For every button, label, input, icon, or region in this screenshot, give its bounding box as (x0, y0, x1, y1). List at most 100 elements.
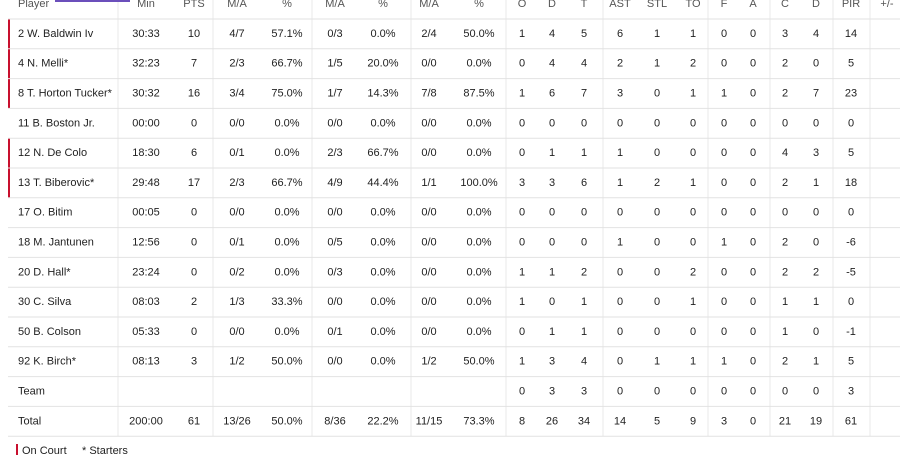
stat-cell: 0 (617, 356, 623, 368)
stat-cell: 5 (848, 356, 854, 368)
stat-cell: 0.0% (466, 266, 491, 278)
stat-cell: 200:00 (129, 415, 163, 427)
stat-cell: 3 (721, 415, 727, 427)
column-header: D (812, 0, 820, 10)
stat-cell: 0 (721, 117, 727, 129)
stat-cell: 0.0% (274, 266, 299, 278)
stat-cell: 0 (813, 237, 819, 249)
stat-cell: 4/7 (229, 28, 244, 40)
player-name: 4 N. Melli* (18, 58, 69, 70)
stat-cell: 11/15 (416, 415, 443, 427)
stat-cell: 0 (750, 296, 756, 308)
stat-cell: 1 (581, 296, 587, 308)
column-header: M/A (325, 0, 345, 10)
stat-cell: 30:33 (132, 28, 160, 40)
stat-cell: 75.0% (271, 88, 302, 100)
stat-cell: 1 (519, 356, 525, 368)
stat-cell: 0/1 (327, 326, 342, 338)
stat-cell: 0 (813, 326, 819, 338)
stat-cell: 0 (813, 58, 819, 70)
stat-cell: 0.0% (466, 117, 491, 129)
stat-cell: 7 (581, 88, 587, 100)
stat-cell: 0 (617, 326, 623, 338)
on-court-marker (8, 168, 10, 198)
stat-cell: 1 (654, 356, 660, 368)
stat-cell: 14 (614, 415, 626, 427)
stat-cell: 0 (549, 117, 555, 129)
stat-cell: 2 (782, 58, 788, 70)
player-name: 18 M. Jantunen (18, 237, 94, 249)
stat-cell: 0/0 (421, 296, 436, 308)
stat-cell: 7/8 (421, 88, 436, 100)
stat-cell: 1 (549, 266, 555, 278)
stat-cell: 2 (782, 237, 788, 249)
stat-cell: 0 (617, 207, 623, 219)
stat-cell: 14.3% (367, 88, 398, 100)
stat-cell: 18:30 (132, 147, 160, 159)
stat-cell: 0 (750, 177, 756, 189)
stat-cell: 0 (654, 237, 660, 249)
stat-cell: 0.0% (466, 58, 491, 70)
stat-cell: 87.5% (463, 88, 494, 100)
stat-cell: 0 (721, 58, 727, 70)
stat-cell: 0 (654, 266, 660, 278)
stat-cell: 0/0 (229, 326, 244, 338)
stat-cell: 50.0% (463, 356, 494, 368)
stat-cell: 1 (617, 177, 623, 189)
stat-cell: 7 (813, 88, 819, 100)
column-header: % (282, 0, 292, 10)
stat-cell: 0 (750, 58, 756, 70)
stat-cell: 0 (848, 207, 854, 219)
stat-cell: 0 (813, 386, 819, 398)
stat-cell: 0.0% (370, 28, 395, 40)
stat-cell: 0 (617, 266, 623, 278)
stat-cell: 1 (581, 147, 587, 159)
stat-cell: 0 (721, 296, 727, 308)
stat-cell: 1 (581, 326, 587, 338)
column-header: M/A (419, 0, 439, 10)
stat-cell: 1 (721, 356, 727, 368)
stat-cell: 0 (750, 207, 756, 219)
stat-cell: 1 (813, 296, 819, 308)
stat-cell: 8/36 (324, 415, 345, 427)
stat-cell: 1 (617, 237, 623, 249)
stat-cell: 3/4 (229, 88, 244, 100)
stat-cell: 2 (782, 356, 788, 368)
player-name: 2 W. Baldwin Iv (18, 28, 94, 40)
stat-cell: 73.3% (463, 415, 494, 427)
stat-cell: 1 (690, 28, 696, 40)
stat-cell: 0 (519, 237, 525, 249)
tab-indicator (55, 0, 130, 2)
stat-cell: 3 (782, 28, 788, 40)
stat-cell: -5 (846, 266, 856, 278)
stat-cell: 44.4% (367, 177, 398, 189)
stat-cell: 1/7 (327, 88, 342, 100)
stat-cell: 50.0% (463, 28, 494, 40)
stat-cell: 1 (782, 296, 788, 308)
stat-cell: 0 (750, 415, 756, 427)
stat-cell: 0/0 (229, 117, 244, 129)
column-header: M/A (227, 0, 247, 10)
stat-cell: 0/5 (327, 237, 342, 249)
stat-cell: 17 (188, 177, 200, 189)
stat-cell: 0 (750, 28, 756, 40)
stat-cell: 23:24 (132, 266, 160, 278)
stat-cell: 2/3 (229, 58, 244, 70)
stat-cell: 3 (191, 356, 197, 368)
player-name: 8 T. Horton Tucker* (18, 88, 113, 100)
stat-cell: 50.0% (271, 356, 302, 368)
stat-cell: 0/0 (421, 266, 436, 278)
column-header: C (781, 0, 789, 10)
stat-cell: 2 (782, 177, 788, 189)
stat-cell: 5 (848, 58, 854, 70)
on-court-marker (8, 19, 10, 49)
stat-cell: 6 (617, 28, 623, 40)
stat-cell: 3 (848, 386, 854, 398)
stat-cell: 26 (546, 415, 558, 427)
stat-cell: 0 (581, 237, 587, 249)
stat-cell: 0 (750, 117, 756, 129)
stat-cell: 0 (519, 386, 525, 398)
stat-cell: 0.0% (466, 147, 491, 159)
stat-cell: 0/0 (327, 356, 342, 368)
stat-cell: 6 (549, 88, 555, 100)
